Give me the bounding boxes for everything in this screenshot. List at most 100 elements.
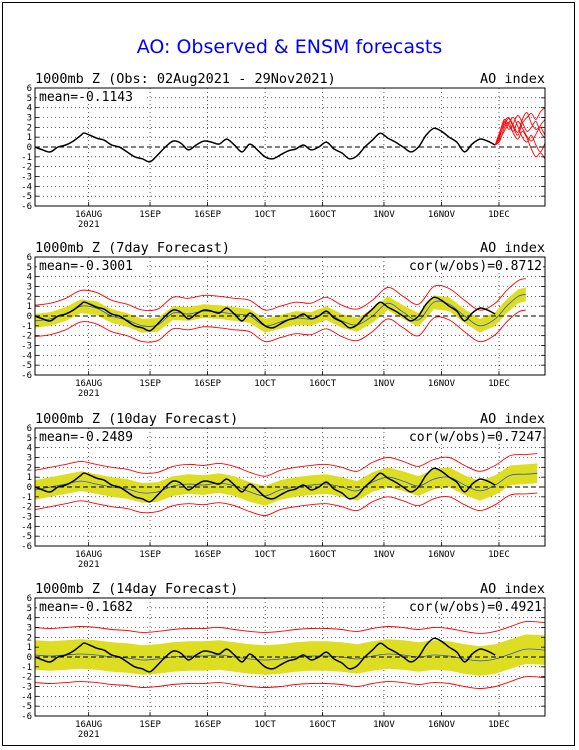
x-tick-label: 1NOV — [373, 210, 395, 220]
x-tick-label: 16AUG — [75, 550, 102, 560]
cor-label: cor(w/obs)=0.8712 — [409, 259, 542, 274]
panel-title: 1000mb Z (14day Forecast) — [35, 581, 238, 597]
y-tick-label: 2 — [27, 463, 32, 473]
forecast-lower-envelope — [34, 676, 546, 689]
x-tick-label: 16NOV — [428, 550, 456, 560]
y-tick-label: -5 — [21, 702, 32, 712]
y-tick-label: -2 — [21, 673, 32, 683]
x-tick-year: 2021 — [78, 560, 100, 570]
observed-line — [34, 127, 496, 163]
mean-label-bg — [37, 600, 147, 614]
y-tick-label: 1 — [27, 473, 32, 483]
panel-right-label: AO index — [480, 411, 545, 427]
y-tick-label: 5 — [27, 434, 32, 444]
y-tick-label: 4 — [27, 104, 32, 114]
forecast-upper-envelope — [34, 278, 526, 312]
y-tick-label: 5 — [27, 604, 32, 614]
cor-label-bg — [387, 259, 543, 273]
observed-line — [34, 467, 496, 503]
y-tick-label: -3 — [21, 173, 32, 183]
y-tick-label: -3 — [21, 513, 32, 523]
x-tick-label: 16AUG — [75, 379, 102, 389]
y-tick-label: 2 — [27, 292, 32, 302]
x-tick-label: 1SEP — [139, 720, 161, 730]
x-tick-label: 1OCT — [254, 550, 276, 560]
y-tick-label: 0 — [27, 312, 32, 322]
y-tick-label: -2 — [21, 503, 32, 513]
y-tick-label: -4 — [21, 692, 32, 702]
y-tick-label: -5 — [21, 361, 32, 371]
x-tick-label: 1DEC — [488, 210, 510, 220]
y-tick-label: 6 — [27, 84, 32, 94]
y-tick-label: 6 — [27, 424, 32, 434]
x-tick-label: 16AUG — [75, 210, 102, 220]
x-tick-label: 16OCT — [309, 379, 337, 389]
observed-line — [34, 637, 496, 673]
x-tick-label: 16NOV — [428, 379, 456, 389]
panel-1: 1000mb Z (Obs: 02Aug2021 - 29Nov2021) AO … — [21, 71, 546, 230]
y-tick-label: -6 — [21, 542, 32, 552]
x-tick-label: 16NOV — [428, 210, 456, 220]
cor-label-bg — [387, 600, 543, 614]
ensemble-member-3 — [494, 117, 546, 153]
mean-label: mean=-0.1682 — [39, 600, 133, 615]
mean-label: mean=-0.1143 — [39, 90, 133, 105]
x-tick-label: 1NOV — [373, 379, 395, 389]
y-tick-label: -3 — [21, 342, 32, 352]
y-tick-label: 0 — [27, 653, 32, 663]
y-tick-label: 6 — [27, 594, 32, 604]
cor-label-bg — [387, 430, 543, 444]
y-tick-label: 2 — [27, 123, 32, 133]
y-tick-label: -4 — [21, 351, 32, 361]
x-tick-label: 1SEP — [139, 379, 161, 389]
y-tick-label: 1 — [27, 133, 32, 143]
y-tick-label: 3 — [27, 114, 32, 124]
x-tick-label: 1OCT — [254, 379, 276, 389]
forecast-upper-envelope — [34, 620, 546, 634]
y-tick-label: -2 — [21, 163, 32, 173]
forecast-spread-band — [35, 634, 545, 676]
y-tick-label: -5 — [21, 192, 32, 202]
y-tick-label: 1 — [27, 643, 32, 653]
y-tick-label: 3 — [27, 454, 32, 464]
y-tick-label: -1 — [21, 322, 32, 332]
forecast-lower-envelope — [34, 309, 526, 343]
panel-title: 1000mb Z (7day Forecast) — [35, 240, 230, 256]
forecast-spread-band — [35, 463, 538, 506]
mean-label-bg — [37, 430, 147, 444]
mean-label-bg — [37, 90, 147, 104]
panel-4: 1000mb Z (14day Forecast) AO index 6543210… — [21, 581, 546, 740]
x-tick-label: 16NOV — [428, 720, 456, 730]
mean-label-bg — [37, 259, 147, 273]
forecast-spread-band — [35, 287, 526, 333]
x-tick-label: 16OCT — [309, 550, 337, 560]
y-tick-label: 3 — [27, 624, 32, 634]
y-tick-label: -6 — [21, 202, 32, 212]
panel-2: 1000mb Z (7day Forecast) AO index6543210-… — [21, 240, 546, 399]
x-tick-label: 1SEP — [139, 550, 161, 560]
x-tick-year: 2021 — [78, 220, 100, 230]
observed-line — [34, 296, 496, 332]
panel-title: 1000mb Z (10day Forecast) — [35, 411, 238, 427]
panel-3: 1000mb Z (10day Forecast) AO index 6543210… — [21, 411, 546, 570]
mean-label: mean=-0.2489 — [39, 430, 133, 445]
y-tick-label: 5 — [27, 94, 32, 104]
y-tick-label: -2 — [21, 332, 32, 342]
y-tick-label: 3 — [27, 283, 32, 293]
y-tick-label: -6 — [21, 712, 32, 722]
y-tick-label: 6 — [27, 253, 32, 263]
x-tick-year: 2021 — [78, 389, 100, 399]
mean-label: mean=-0.3001 — [39, 259, 133, 274]
cor-label: cor(w/obs)=0.4921 — [409, 600, 542, 615]
panel-right-label: AO index — [480, 240, 545, 256]
x-tick-label: 1OCT — [254, 720, 276, 730]
y-tick-label: -4 — [21, 182, 32, 192]
x-tick-label: 1SEP — [139, 210, 161, 220]
panel-right-label: AO index — [480, 581, 545, 597]
y-tick-label: -6 — [21, 371, 32, 381]
x-tick-label: 16OCT — [309, 720, 337, 730]
y-tick-label: 2 — [27, 633, 32, 643]
y-tick-label: 1 — [27, 302, 32, 312]
x-tick-label: 1DEC — [488, 720, 510, 730]
